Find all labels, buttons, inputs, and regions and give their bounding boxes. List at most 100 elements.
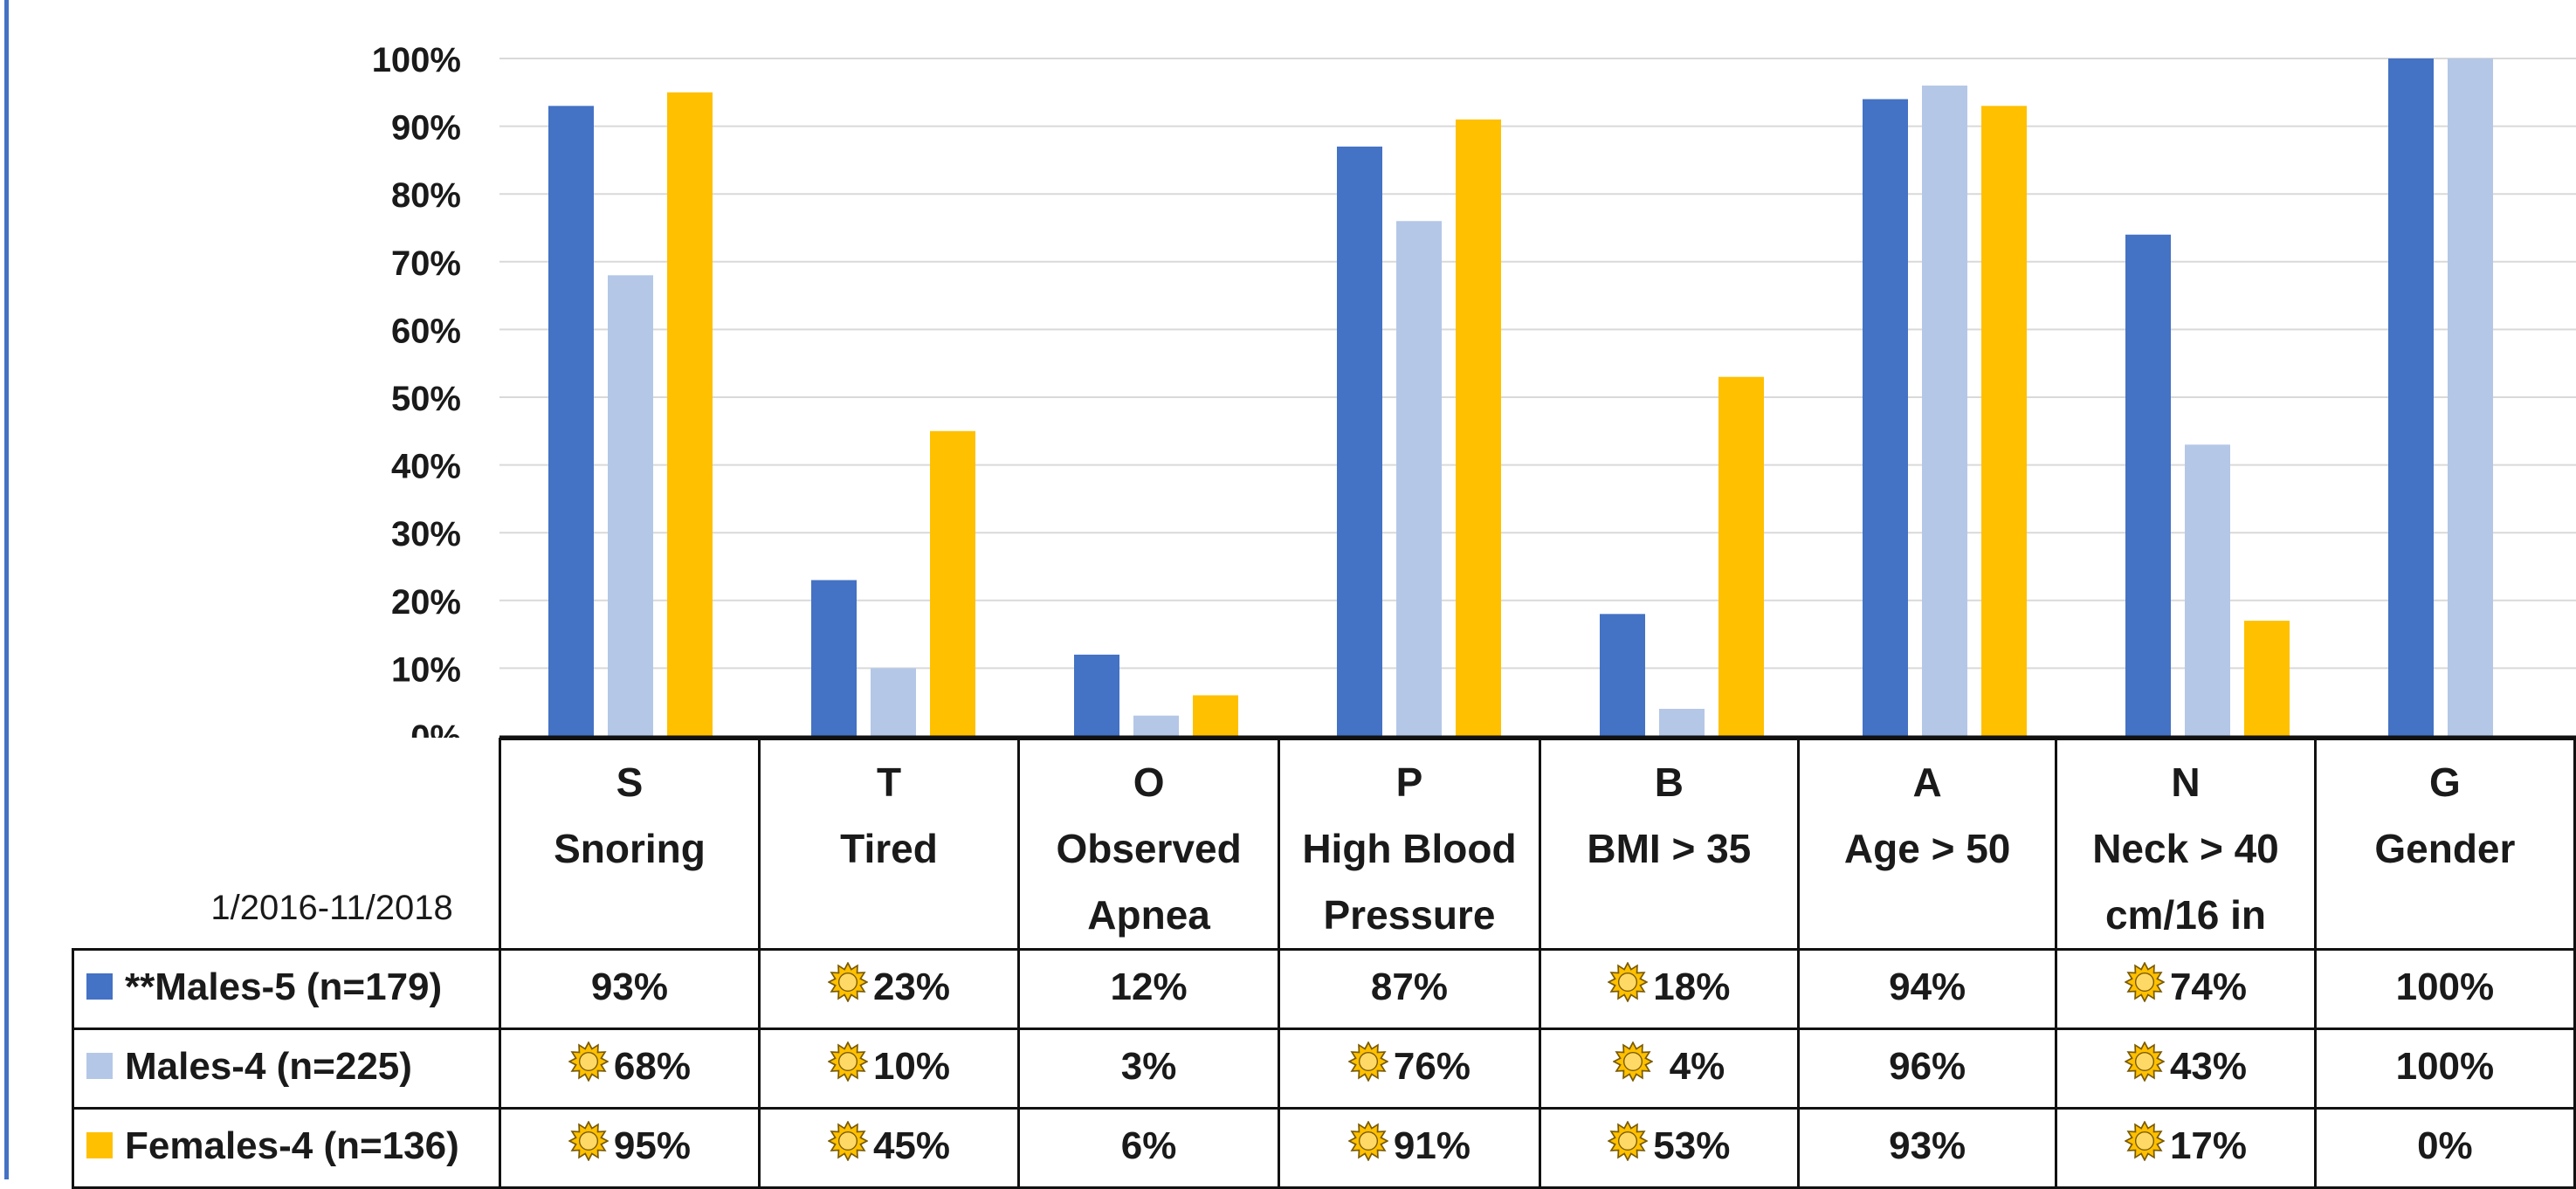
value-cell: 87%	[1278, 948, 1541, 1030]
y-tick-label: 80%	[391, 176, 461, 215]
value-cell: 93%	[1797, 1107, 2058, 1189]
category-letter: T	[876, 759, 902, 805]
value-cell: 10%	[758, 1027, 1020, 1110]
category-letter: B	[1654, 759, 1684, 805]
bar-b-series-3	[1718, 376, 1764, 736]
sun-icon	[827, 1121, 868, 1162]
value-label: 4%	[1658, 1045, 1725, 1088]
value-cell: 91%	[1278, 1107, 1541, 1189]
category-header-t: T Tired	[758, 738, 1020, 951]
bar-s-series-3	[667, 92, 713, 737]
category-label-line: Pressure	[1323, 892, 1496, 938]
category-header-p: P High Blood Pressure	[1278, 738, 1541, 951]
bar-a-series-3	[1981, 106, 2027, 736]
data-table: 1/2016-11/2018 S Snoring T Tired O Observed Apn…	[72, 738, 2576, 1189]
value-label: 17%	[2169, 1124, 2248, 1167]
value-cell: 6%	[1016, 1107, 1281, 1189]
series-name: Females-4 (n=136)	[125, 1124, 459, 1167]
category-header-a: A Age > 50	[1797, 738, 2058, 951]
series-legend-cell: Females-4 (n=136)	[72, 1107, 501, 1189]
sun-icon	[1347, 1121, 1388, 1162]
value-cell: 0%	[2313, 1107, 2576, 1189]
value-label: 3%	[1120, 1045, 1177, 1088]
value-label: 94%	[1889, 966, 1966, 1008]
value-label: 95%	[613, 1124, 691, 1167]
category-letter: N	[2171, 759, 2201, 805]
bar-o-series-2	[1133, 715, 1179, 736]
sun-icon	[1347, 1041, 1388, 1082]
value-label: 96%	[1889, 1045, 1966, 1088]
value-label: 93%	[1889, 1124, 1966, 1167]
value-label: 100%	[2395, 1045, 2495, 1088]
category-label-line: Gender	[2374, 826, 2516, 871]
value-label: 91%	[1393, 1124, 1471, 1167]
sun-icon	[2124, 1041, 2165, 1082]
bar-g-series-1	[2388, 58, 2434, 736]
table-row: Females-4 (n=136) 95% 45% 6% 91% 53% 93% 17% 0%	[72, 1107, 2576, 1189]
left-accent-border	[0, 0, 9, 1179]
value-cell: 18%	[1538, 948, 1801, 1030]
y-tick-label: 50%	[391, 380, 461, 418]
category-letter: P	[1395, 759, 1423, 805]
value-cell: 74%	[2055, 948, 2317, 1030]
bar-t-series-1	[811, 580, 857, 736]
category-label-line: Observed	[1056, 826, 1242, 871]
value-cell: 43%	[2055, 1027, 2317, 1110]
bar-layer	[548, 58, 2493, 737]
value-cell: 95%	[498, 1107, 761, 1189]
bar-t-series-2	[871, 668, 916, 736]
y-tick-label: 40%	[391, 448, 461, 486]
legend-swatch	[86, 1132, 113, 1159]
y-tick-label: 60%	[391, 312, 461, 350]
category-label-line: Apnea	[1087, 892, 1210, 938]
sun-icon	[2124, 962, 2165, 1003]
bar-n-series-2	[2185, 444, 2230, 736]
y-tick-label: 0%	[410, 718, 461, 738]
series-name: **Males-5 (n=179)	[125, 966, 443, 1008]
value-cell: 45%	[758, 1107, 1020, 1189]
value-label: 6%	[1120, 1124, 1177, 1167]
value-label: 93%	[590, 966, 668, 1008]
bar-o-series-1	[1074, 654, 1119, 736]
sun-icon	[1608, 962, 1649, 1003]
series-legend-cell: Males-4 (n=225)	[72, 1027, 501, 1110]
value-cell: 100%	[2313, 948, 2576, 1030]
grid-layer	[499, 58, 2576, 670]
sun-icon	[827, 1041, 868, 1082]
bar-a-series-1	[1863, 99, 1908, 736]
legend-swatch	[86, 973, 113, 1000]
bar-s-series-1	[548, 106, 594, 736]
bar-o-series-3	[1193, 695, 1238, 736]
category-label-line: Neck > 40	[2092, 826, 2279, 871]
table-row: Males-4 (n=225) 68% 10% 3% 76% 4% 96% 43% 100%	[72, 1027, 2576, 1110]
value-label: 100%	[2395, 966, 2495, 1008]
y-tick-label: 70%	[391, 244, 461, 283]
value-label: 23%	[872, 966, 951, 1008]
table-row: **Males-5 (n=179) 93% 23% 12% 87% 18% 94% 74% 10…	[72, 948, 2576, 1030]
value-cell: 23%	[758, 948, 1020, 1030]
sun-icon	[1608, 1121, 1649, 1162]
value-cell: 12%	[1016, 948, 1281, 1030]
category-label-line: Snoring	[554, 826, 706, 871]
y-tick-label: 100%	[372, 41, 461, 79]
value-label: 45%	[872, 1124, 951, 1167]
category-header-g: G Gender	[2313, 738, 2576, 951]
value-cell: 76%	[1278, 1027, 1541, 1110]
sun-icon	[1613, 1041, 1654, 1082]
y-tick-label: 10%	[391, 650, 461, 689]
category-letter: S	[616, 759, 644, 805]
table-header-row: 1/2016-11/2018 S Snoring T Tired O Observed Apn…	[72, 738, 2576, 951]
y-tick-label: 30%	[391, 515, 461, 553]
sun-icon	[568, 1041, 609, 1082]
value-cell: 17%	[2055, 1107, 2317, 1189]
date-range-label: 1/2016-11/2018	[210, 889, 453, 927]
value-cell: 53%	[1538, 1107, 1801, 1189]
bar-t-series-3	[930, 430, 975, 736]
value-label: 10%	[872, 1045, 951, 1088]
value-cell: 96%	[1797, 1027, 2058, 1110]
y-tick-label: 20%	[391, 583, 461, 622]
category-letter: A	[1912, 759, 1942, 805]
bar-s-series-2	[608, 275, 653, 736]
category-label-line: cm/16 in	[2104, 892, 2267, 938]
bar-p-series-1	[1337, 146, 1382, 736]
